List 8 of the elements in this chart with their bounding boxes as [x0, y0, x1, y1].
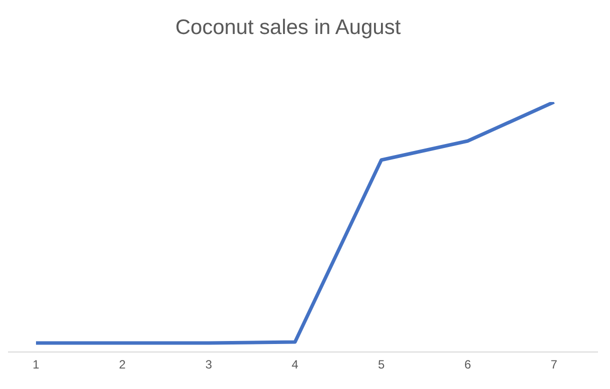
x-tick-label: 3	[205, 358, 212, 372]
x-tick-label: 6	[464, 358, 472, 372]
x-tick-label: 5	[378, 358, 385, 372]
chart-title: Coconut sales in August	[174, 16, 402, 40]
x-tick-label: 1	[32, 358, 40, 372]
x-tick-label: 7	[550, 358, 558, 372]
x-tick-label: 2	[118, 358, 126, 372]
x-tick-label: 4	[292, 358, 299, 372]
